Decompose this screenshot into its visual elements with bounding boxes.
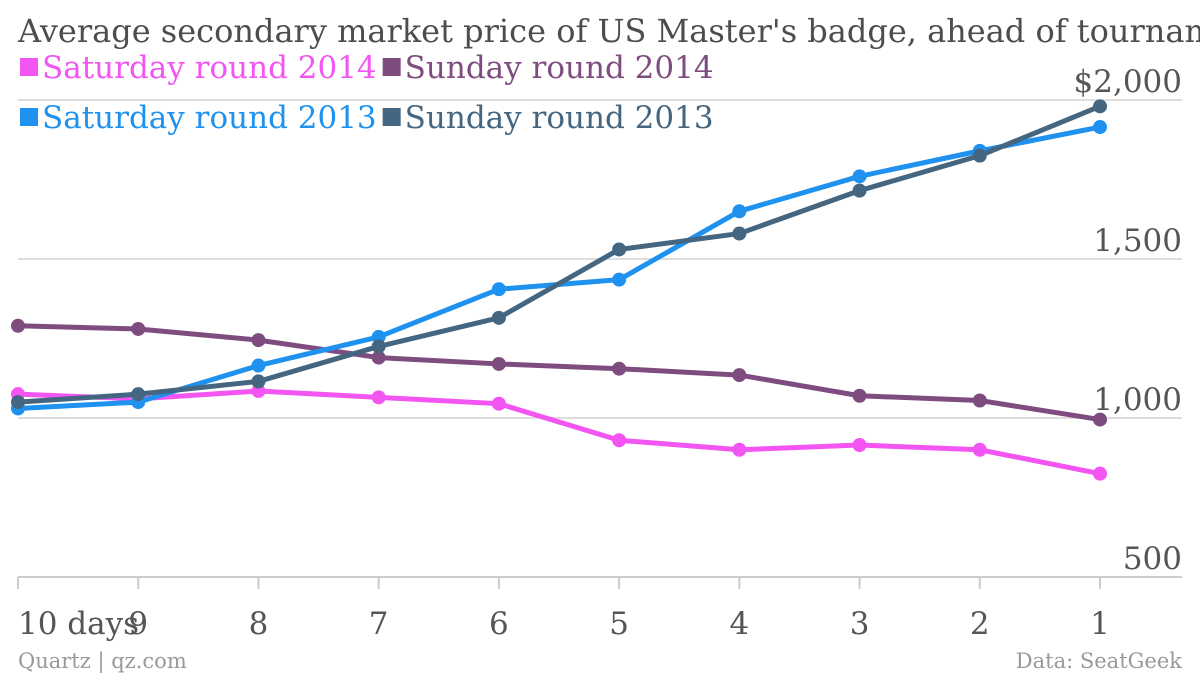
series-line (15, 103, 1103, 405)
data-point (491, 282, 506, 297)
data-point (1093, 99, 1107, 114)
data-point (131, 321, 146, 336)
x-tick-label: 1 (1090, 606, 1110, 642)
data-point (972, 442, 987, 457)
legend-swatch (20, 108, 38, 126)
data-point (972, 393, 987, 408)
legend-label: Saturday round 2013 (42, 100, 377, 136)
data-point (612, 272, 627, 287)
x-tick-label: 6 (489, 606, 509, 642)
data-point (972, 148, 987, 163)
x-tick-label: 5 (609, 606, 629, 642)
source-right: Data: SeatGeek (1016, 649, 1182, 673)
x-tick-label: 10 days (18, 606, 139, 642)
series (11, 318, 1107, 427)
series-line (15, 323, 1103, 423)
legend-label: Sunday round 2013 (405, 100, 714, 136)
grid (18, 99, 1182, 578)
data-point (491, 356, 506, 371)
legend-swatch (20, 58, 38, 76)
data-point (612, 361, 627, 376)
data-point (371, 390, 386, 405)
series-line (15, 388, 1103, 477)
x-tick-label: 7 (369, 606, 389, 642)
data-point (371, 339, 386, 354)
data-point (852, 183, 867, 198)
x-tick-label: 2 (970, 606, 990, 642)
data-point (1093, 120, 1107, 135)
legend-label: Sunday round 2014 (405, 50, 714, 86)
source-left: Quartz | qz.com (18, 649, 187, 674)
y-tick-label: 500 (1123, 541, 1182, 577)
data-point (251, 333, 266, 348)
data-point (251, 358, 266, 373)
data-point (732, 226, 747, 241)
data-point (1093, 412, 1107, 427)
y-tick-label: 1,500 (1093, 223, 1182, 259)
data-point (732, 442, 747, 457)
data-point (491, 310, 506, 325)
data-point (852, 388, 867, 403)
x-tick-label: 3 (850, 606, 870, 642)
data-point (371, 350, 386, 365)
x-tick-label: 8 (249, 606, 269, 642)
data-point (11, 395, 25, 410)
data-point (852, 438, 867, 453)
chart-title: Average secondary market price of US Mas… (17, 12, 1200, 50)
series (11, 99, 1107, 410)
data-point (491, 396, 506, 411)
data-point (612, 242, 627, 257)
data-point (732, 368, 747, 383)
series-group (11, 99, 1107, 481)
data-point (612, 433, 627, 448)
y-axis-ticks: $2,000 1,500 1,000 500 (1074, 64, 1182, 577)
data-point (11, 318, 25, 333)
data-point (1093, 466, 1107, 481)
legend-swatch (382, 58, 401, 76)
legend-label: Saturday round 2014 (42, 50, 377, 86)
x-tick-label: 9 (128, 606, 148, 642)
data-point (131, 387, 146, 402)
data-point (852, 169, 867, 184)
y-tick-label: 1,000 (1093, 382, 1182, 418)
y-tick-label: $2,000 (1074, 64, 1182, 100)
data-point (251, 374, 266, 389)
legend: Saturday round 2014 Sunday round 2014 Satu… (20, 50, 714, 136)
legend-swatch (382, 108, 401, 126)
x-tick-label: 4 (729, 606, 749, 642)
data-point (732, 204, 747, 219)
